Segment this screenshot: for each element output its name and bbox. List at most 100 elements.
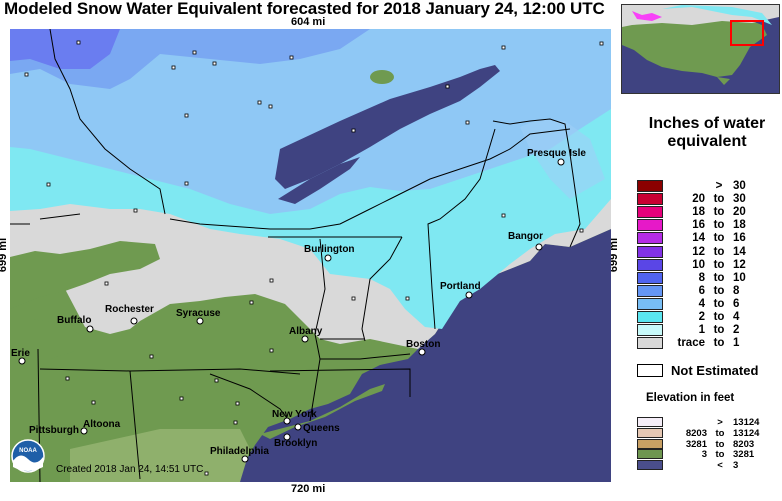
elevation-legend-high: 13124 <box>733 427 760 439</box>
scale-bottom: 720 mi <box>291 483 326 495</box>
snow-legend-low: 2 <box>698 311 705 323</box>
locator-inset-map <box>621 4 780 94</box>
map-title: Modeled Snow Water Equivalent forecasted… <box>4 0 605 18</box>
snow-legend-high: 18 <box>733 219 746 232</box>
scale-left: 699 mi <box>0 237 10 273</box>
snow-legend-high: 14 <box>733 245 746 258</box>
snow-legend-separator: to <box>713 337 725 350</box>
snow-legend-low: 6 <box>698 284 705 297</box>
not-estimated-swatch <box>637 364 663 377</box>
city-label-brooklyn: Brooklyn <box>274 438 317 449</box>
snow-legend-low: 12 <box>692 245 705 258</box>
city-label-pittsburgh: Pittsburgh <box>29 425 79 436</box>
snow-legend-swatch <box>637 180 663 192</box>
snow-legend-low: 14 <box>692 232 705 245</box>
snow-legend-low: 8 <box>698 271 705 284</box>
snow-legend-low: 18 <box>692 206 705 219</box>
snow-legend-separator: to <box>713 297 725 310</box>
elevation-legend-low: 3 <box>701 449 707 461</box>
snow-legend-separator: to <box>713 258 725 271</box>
city-label-philadelphia: Philadelphia <box>210 446 269 457</box>
city-marker-philadelphia <box>241 455 249 463</box>
city-marker-boston <box>418 348 426 356</box>
snow-legend-separator: to <box>713 311 725 323</box>
snow-legend-separator: to <box>713 284 725 297</box>
snow-legend-swatch <box>637 324 663 337</box>
elevation-legend-title: Elevation in feet <box>646 392 735 404</box>
snow-legend-swatch <box>637 232 663 245</box>
elevation-legend-high: 3 <box>733 460 739 472</box>
city-label-bangor: Bangor <box>508 231 543 242</box>
snow-legend-separator: to <box>713 271 725 284</box>
snow-legend-low: 16 <box>692 219 705 232</box>
snow-legend-separator: to <box>713 324 725 337</box>
snow-legend-high: 30 <box>733 193 746 206</box>
snow-legend-swatch <box>637 193 663 206</box>
snow-legend-high: 30 <box>733 180 746 192</box>
snow-legend-high: 4 <box>733 311 740 323</box>
inset-highlight-box <box>730 20 764 46</box>
snow-legend-swatch <box>637 206 663 219</box>
snow-legend-separator: > <box>715 180 723 192</box>
snow-legend-high: 2 <box>733 324 740 337</box>
city-marker-queens <box>294 423 302 431</box>
elevation-legend-swatch <box>637 438 663 449</box>
elevation-legend-separator: to <box>715 438 725 450</box>
city-label-new-york: New York <box>272 409 317 420</box>
created-timestamp: Created 2018 Jan 24, 14:51 UTC <box>56 464 203 475</box>
elevation-legend-low: 8203 <box>685 427 707 439</box>
snow-legend-swatch <box>637 245 663 258</box>
city-marker-presque-isle <box>557 158 565 166</box>
city-label-presque-isle: Presque Isle <box>527 148 586 159</box>
snow-legend-separator: to <box>713 206 725 219</box>
elevation-legend-swatch <box>637 427 663 438</box>
snow-legend-high: 1 <box>733 337 740 350</box>
snow-legend-separator: to <box>713 232 725 245</box>
city-label-syracuse: Syracuse <box>176 308 221 319</box>
snow-legend-separator: to <box>713 245 725 258</box>
elevation-legend-high: 13124 <box>733 417 760 428</box>
snow-legend-swatch <box>637 297 663 310</box>
snow-legend-swatch <box>637 337 663 350</box>
city-marker-rochester <box>130 317 138 325</box>
snow-legend-swatch <box>637 284 663 297</box>
city-marker-altoona <box>80 427 88 435</box>
noaa-logo: NOAA <box>11 439 45 473</box>
city-marker-new-york <box>283 417 291 425</box>
snow-legend-high: 6 <box>733 297 740 310</box>
elevation-legend-separator: to <box>715 449 725 461</box>
svg-text:NOAA: NOAA <box>19 448 37 454</box>
snow-legend-high: 20 <box>733 206 746 219</box>
elevation-legend-separator: < <box>717 460 723 472</box>
city-marker-syracuse <box>196 317 204 325</box>
city-label-queens: Queens <box>303 423 340 434</box>
city-marker-buffalo <box>86 325 94 333</box>
snow-legend-high: 12 <box>733 258 746 271</box>
snow-legend-low: 10 <box>692 258 705 271</box>
city-label-albany: Albany <box>289 326 323 337</box>
elevation-legend-separator: > <box>717 417 723 428</box>
elevation-legend-low: 3281 <box>685 438 707 450</box>
city-marker-portland <box>465 291 473 299</box>
scale-top: 604 mi <box>291 16 326 28</box>
city-marker-brooklyn <box>283 433 291 441</box>
elevation-legend-high: 8203 <box>733 438 755 450</box>
elevation-legend-swatch <box>637 449 663 460</box>
snow-legend-separator: to <box>713 219 725 232</box>
city-marker-bangor <box>535 243 543 251</box>
snow-legend-high: 8 <box>733 284 740 297</box>
city-label-buffalo: Buffalo <box>57 315 91 326</box>
snow-legend-low: 20 <box>692 193 705 206</box>
snow-legend-swatch <box>637 311 663 323</box>
city-label-portland: Portland <box>440 281 481 292</box>
not-estimated-label: Not Estimated <box>671 363 759 378</box>
city-label-altoona: Altoona <box>83 419 121 430</box>
snow-legend-low: 4 <box>698 297 705 310</box>
snow-legend-swatch <box>637 258 663 271</box>
elevation-legend-swatch <box>637 460 663 471</box>
city-marker-erie <box>18 357 26 365</box>
city-label-erie: Erie <box>11 348 30 359</box>
city-marker-albany <box>301 335 309 343</box>
city-label-burlington: Burlington <box>304 244 355 255</box>
elevation-legend-high: 3281 <box>733 449 755 461</box>
